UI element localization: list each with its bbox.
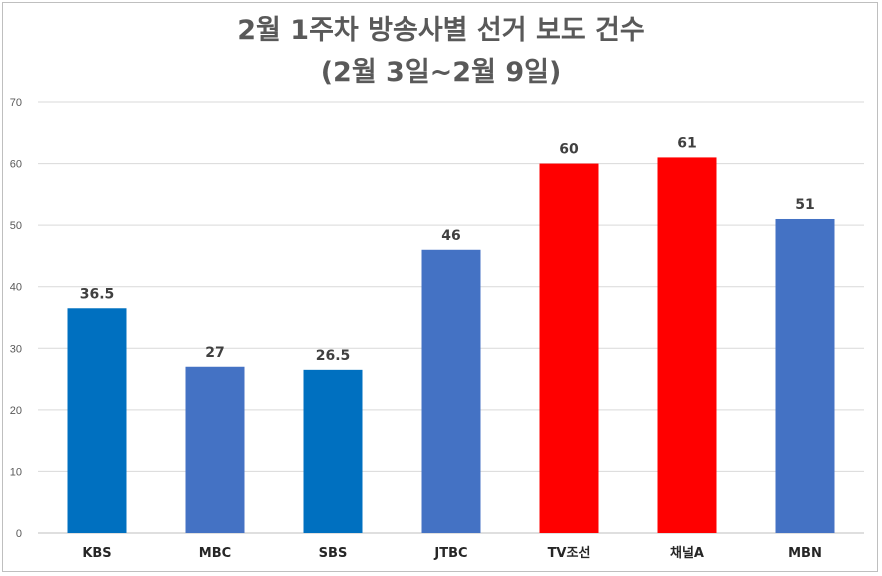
- bar: [67, 308, 127, 533]
- data-label: 46: [441, 228, 460, 244]
- data-label: 26.5: [316, 348, 351, 364]
- data-label: 61: [677, 135, 696, 151]
- data-label: 27: [205, 345, 224, 361]
- x-tick-label: MBN: [788, 546, 822, 561]
- data-label: 51: [795, 197, 814, 213]
- y-tick-label: 30: [10, 343, 22, 355]
- chart-title: 2월 1주차 방송사별 선거 보도 건수: [237, 15, 645, 46]
- x-tick-label: 채널A: [670, 545, 704, 561]
- y-tick-label: 10: [10, 466, 22, 478]
- bar: [775, 218, 835, 533]
- data-label: 36.5: [80, 286, 115, 302]
- y-tick-label: 50: [10, 220, 22, 232]
- y-tick-label: 0: [16, 528, 22, 540]
- chart-subtitle: (2월 3일~2월 9일): [320, 57, 562, 88]
- bar: [539, 163, 599, 534]
- y-tick-label: 60: [10, 159, 22, 171]
- x-tick-label: TV조선: [548, 545, 591, 561]
- y-tick-label: 40: [10, 282, 22, 294]
- bar: [421, 249, 481, 533]
- bar: [657, 157, 717, 533]
- x-tick-label: JTBC: [433, 546, 467, 561]
- x-tick-label: KBS: [82, 546, 111, 561]
- bar: [303, 369, 363, 533]
- data-label: 60: [559, 142, 579, 158]
- x-tick-label: SBS: [319, 546, 348, 561]
- y-tick-label: 20: [10, 405, 22, 417]
- y-tick-label: 70: [10, 97, 22, 109]
- bar: [185, 366, 245, 533]
- x-tick-label: MBC: [199, 546, 231, 561]
